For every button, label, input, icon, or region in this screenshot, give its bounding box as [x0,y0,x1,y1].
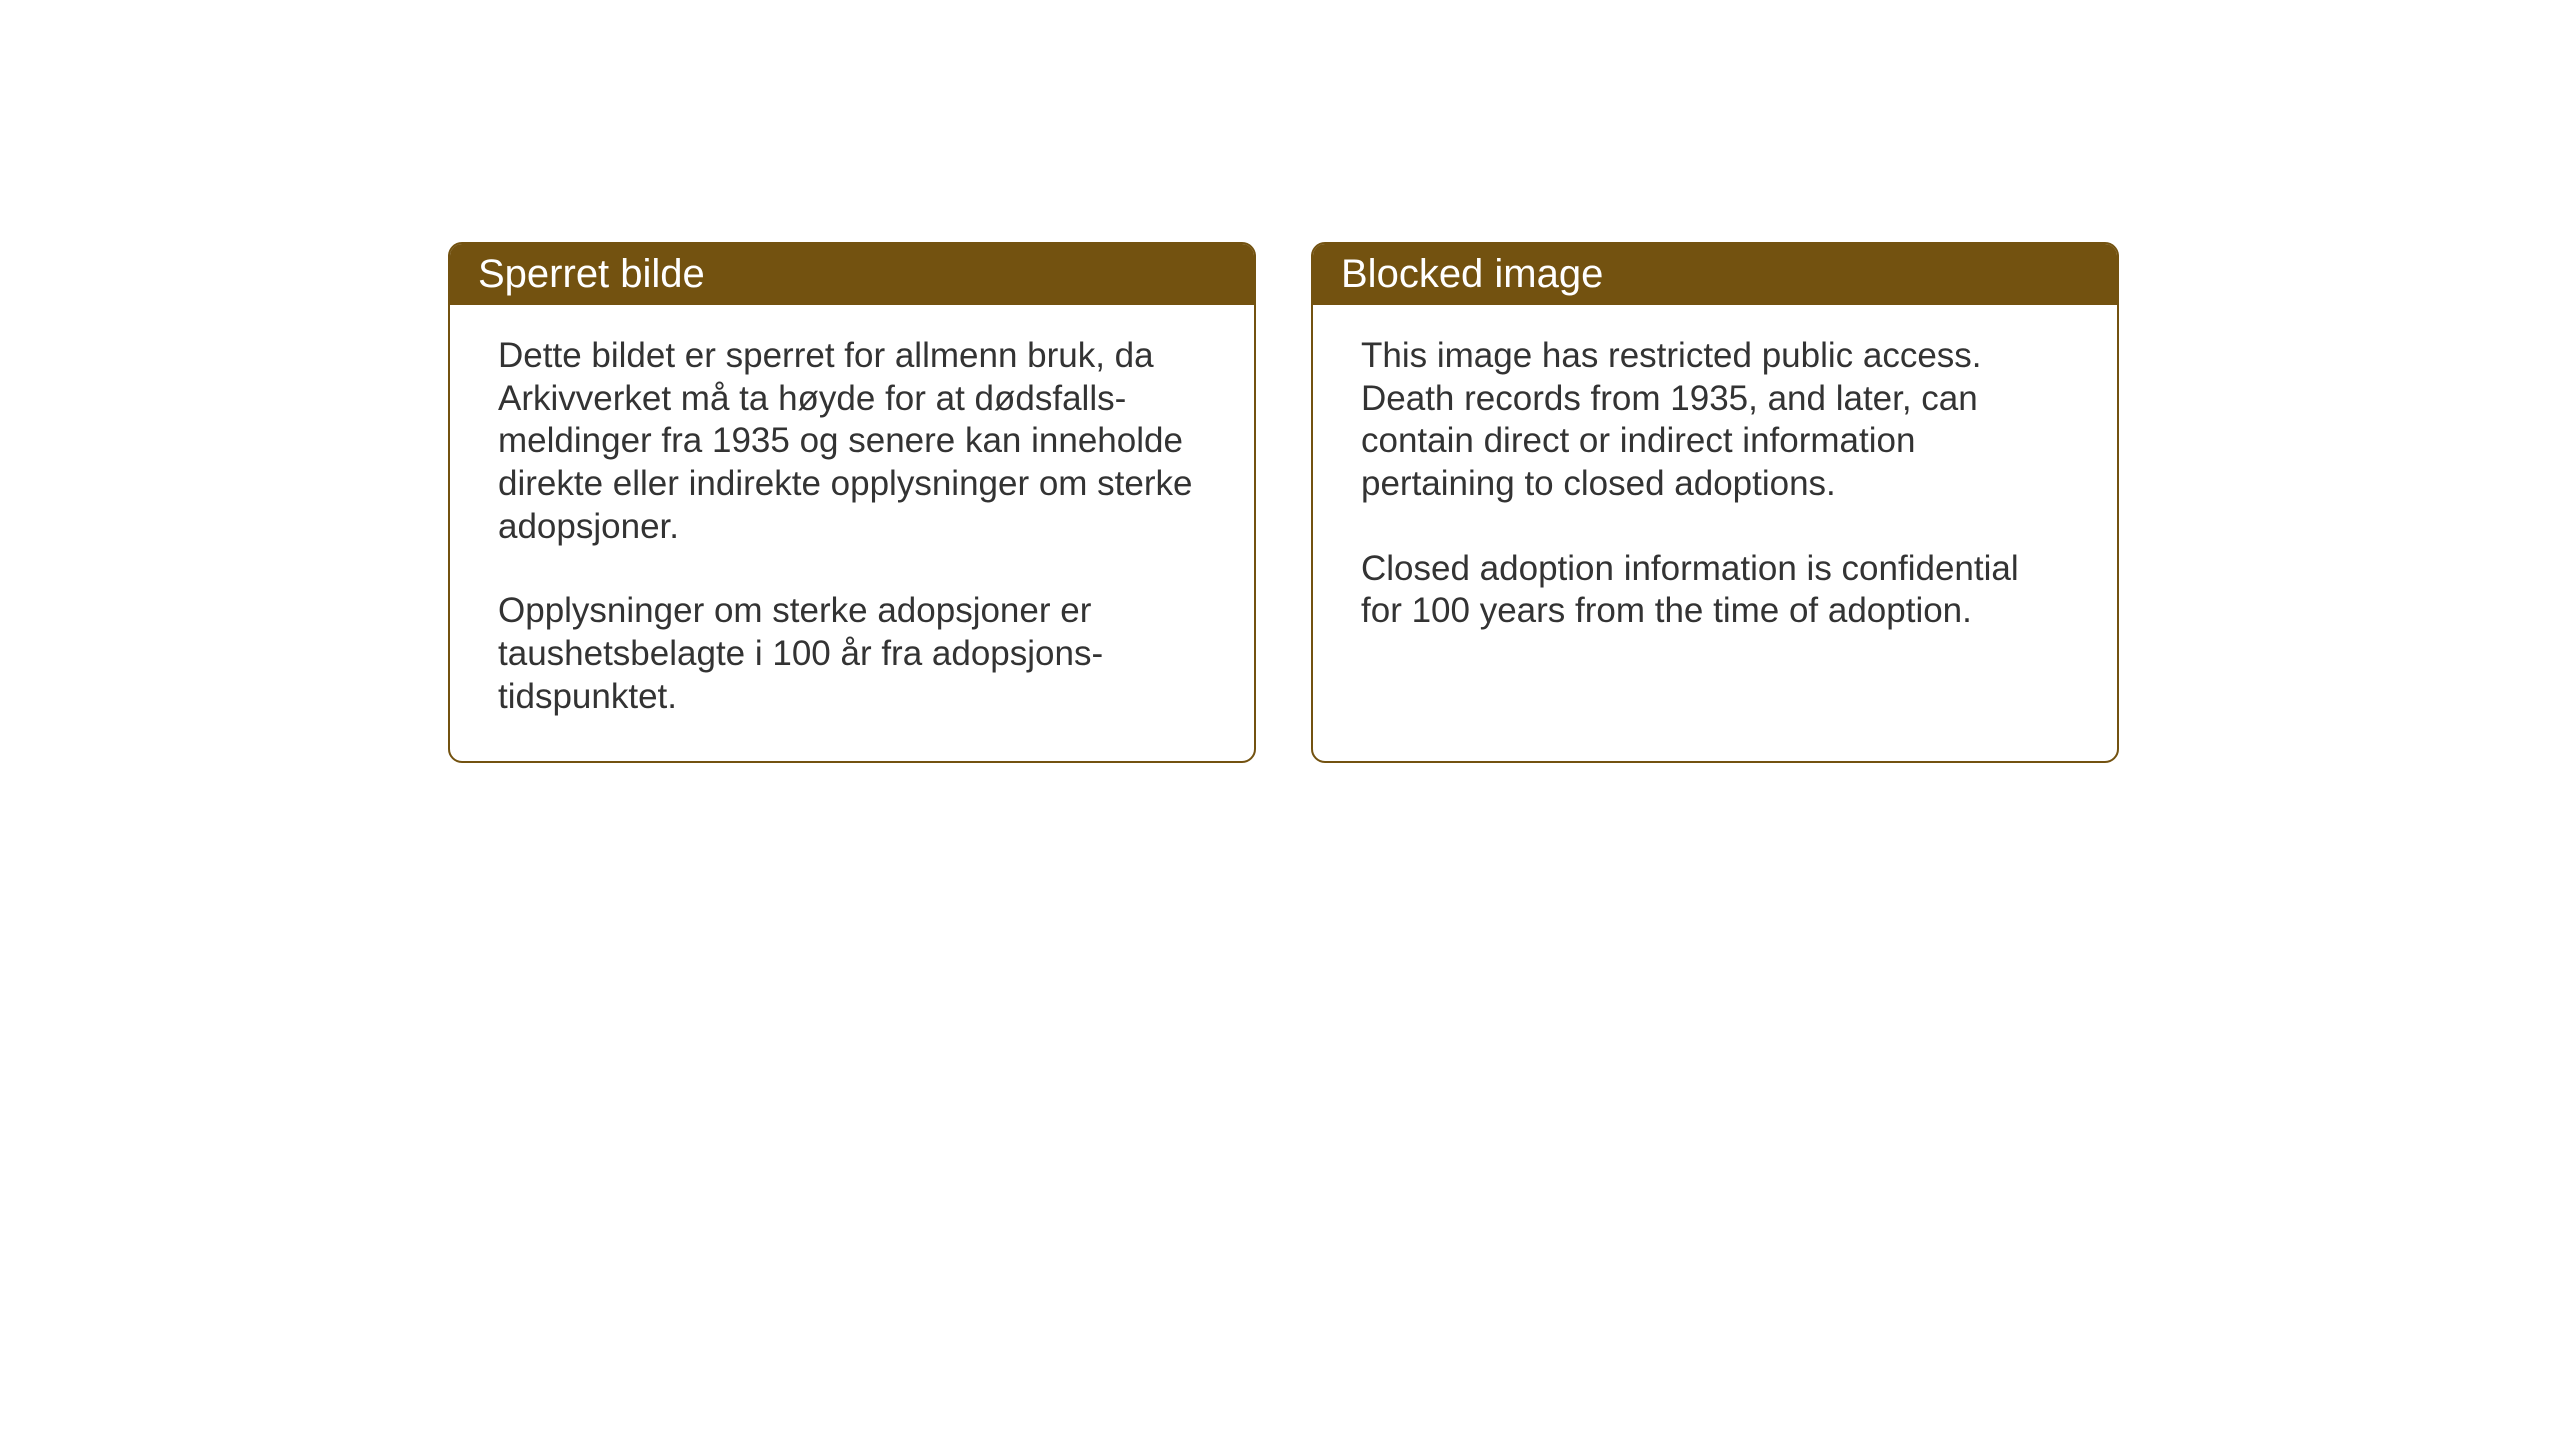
english-paragraph-1: This image has restricted public access.… [1361,335,2069,506]
norwegian-notice-card: Sperret bilde Dette bildet er sperret fo… [448,242,1256,763]
norwegian-paragraph-2: Opplysninger om sterke adopsjoner er tau… [498,590,1206,718]
norwegian-paragraph-1: Dette bildet er sperret for allmenn bruk… [498,335,1206,548]
english-card-body: This image has restricted public access.… [1313,305,2117,675]
english-card-header: Blocked image [1313,244,2117,305]
english-card-title: Blocked image [1341,252,1603,296]
norwegian-card-header: Sperret bilde [450,244,1254,305]
norwegian-card-body: Dette bildet er sperret for allmenn bruk… [450,305,1254,761]
english-notice-card: Blocked image This image has restricted … [1311,242,2119,763]
notice-cards-container: Sperret bilde Dette bildet er sperret fo… [448,242,2119,763]
norwegian-card-title: Sperret bilde [478,252,705,296]
english-paragraph-2: Closed adoption information is confident… [1361,548,2069,633]
